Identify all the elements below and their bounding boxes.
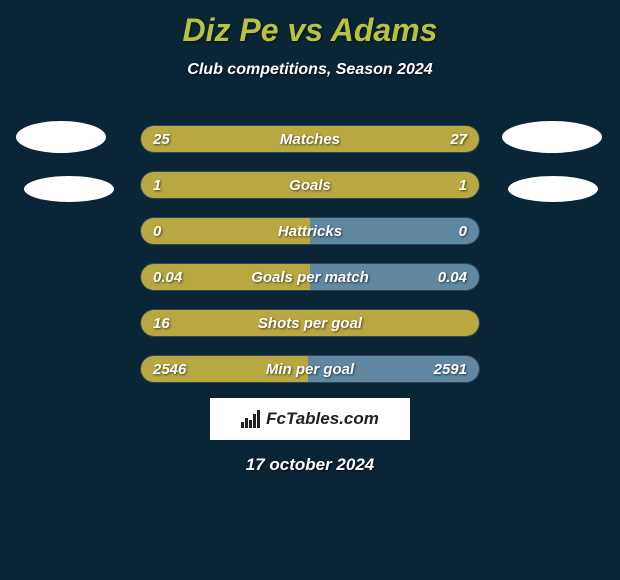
stat-value-left: 1 — [153, 172, 161, 198]
brand-text: FcTables.com — [266, 409, 379, 429]
stat-row: Min per goal2546 2591 — [140, 355, 480, 383]
stat-value-right: 27 — [450, 126, 467, 152]
stat-label: Hattricks — [141, 218, 479, 244]
stat-value-left: 25 — [153, 126, 170, 152]
player-right-avatar — [502, 121, 602, 153]
player-right-badge — [508, 176, 598, 202]
stat-value-right: 0 — [459, 218, 467, 244]
stat-value-left: 0.04 — [153, 264, 182, 290]
comparison-title: Diz Pe vs Adams — [0, 0, 620, 49]
chart-icon — [241, 410, 260, 428]
brand-badge: FcTables.com — [210, 398, 410, 440]
comparison-subtitle: Club competitions, Season 2024 — [0, 61, 620, 79]
stat-value-left: 16 — [153, 310, 170, 336]
stat-label: Min per goal — [141, 356, 479, 382]
stat-value-right: 1 — [459, 172, 467, 198]
player-left-avatar — [16, 121, 106, 153]
stat-row: Goals per match0.04 0.04 — [140, 263, 480, 291]
stat-row: Goals1 1 — [140, 171, 480, 199]
stat-label: Goals per match — [141, 264, 479, 290]
stat-row: Shots per goal16 — [140, 309, 480, 337]
stat-value-right: 0.04 — [438, 264, 467, 290]
player-left-badge — [24, 176, 114, 202]
stat-value-left: 0 — [153, 218, 161, 244]
stat-label: Matches — [141, 126, 479, 152]
stat-value-right: 2591 — [434, 356, 467, 382]
stat-row: Matches25 27 — [140, 125, 480, 153]
stats-panel: Matches25 27 Goals1 1 Hattricks0 0 Goals per m… — [140, 125, 480, 401]
snapshot-date: 17 october 2024 — [0, 455, 620, 475]
stat-label: Shots per goal — [141, 310, 479, 336]
stat-value-left: 2546 — [153, 356, 186, 382]
stat-row: Hattricks0 0 — [140, 217, 480, 245]
stat-label: Goals — [141, 172, 479, 198]
